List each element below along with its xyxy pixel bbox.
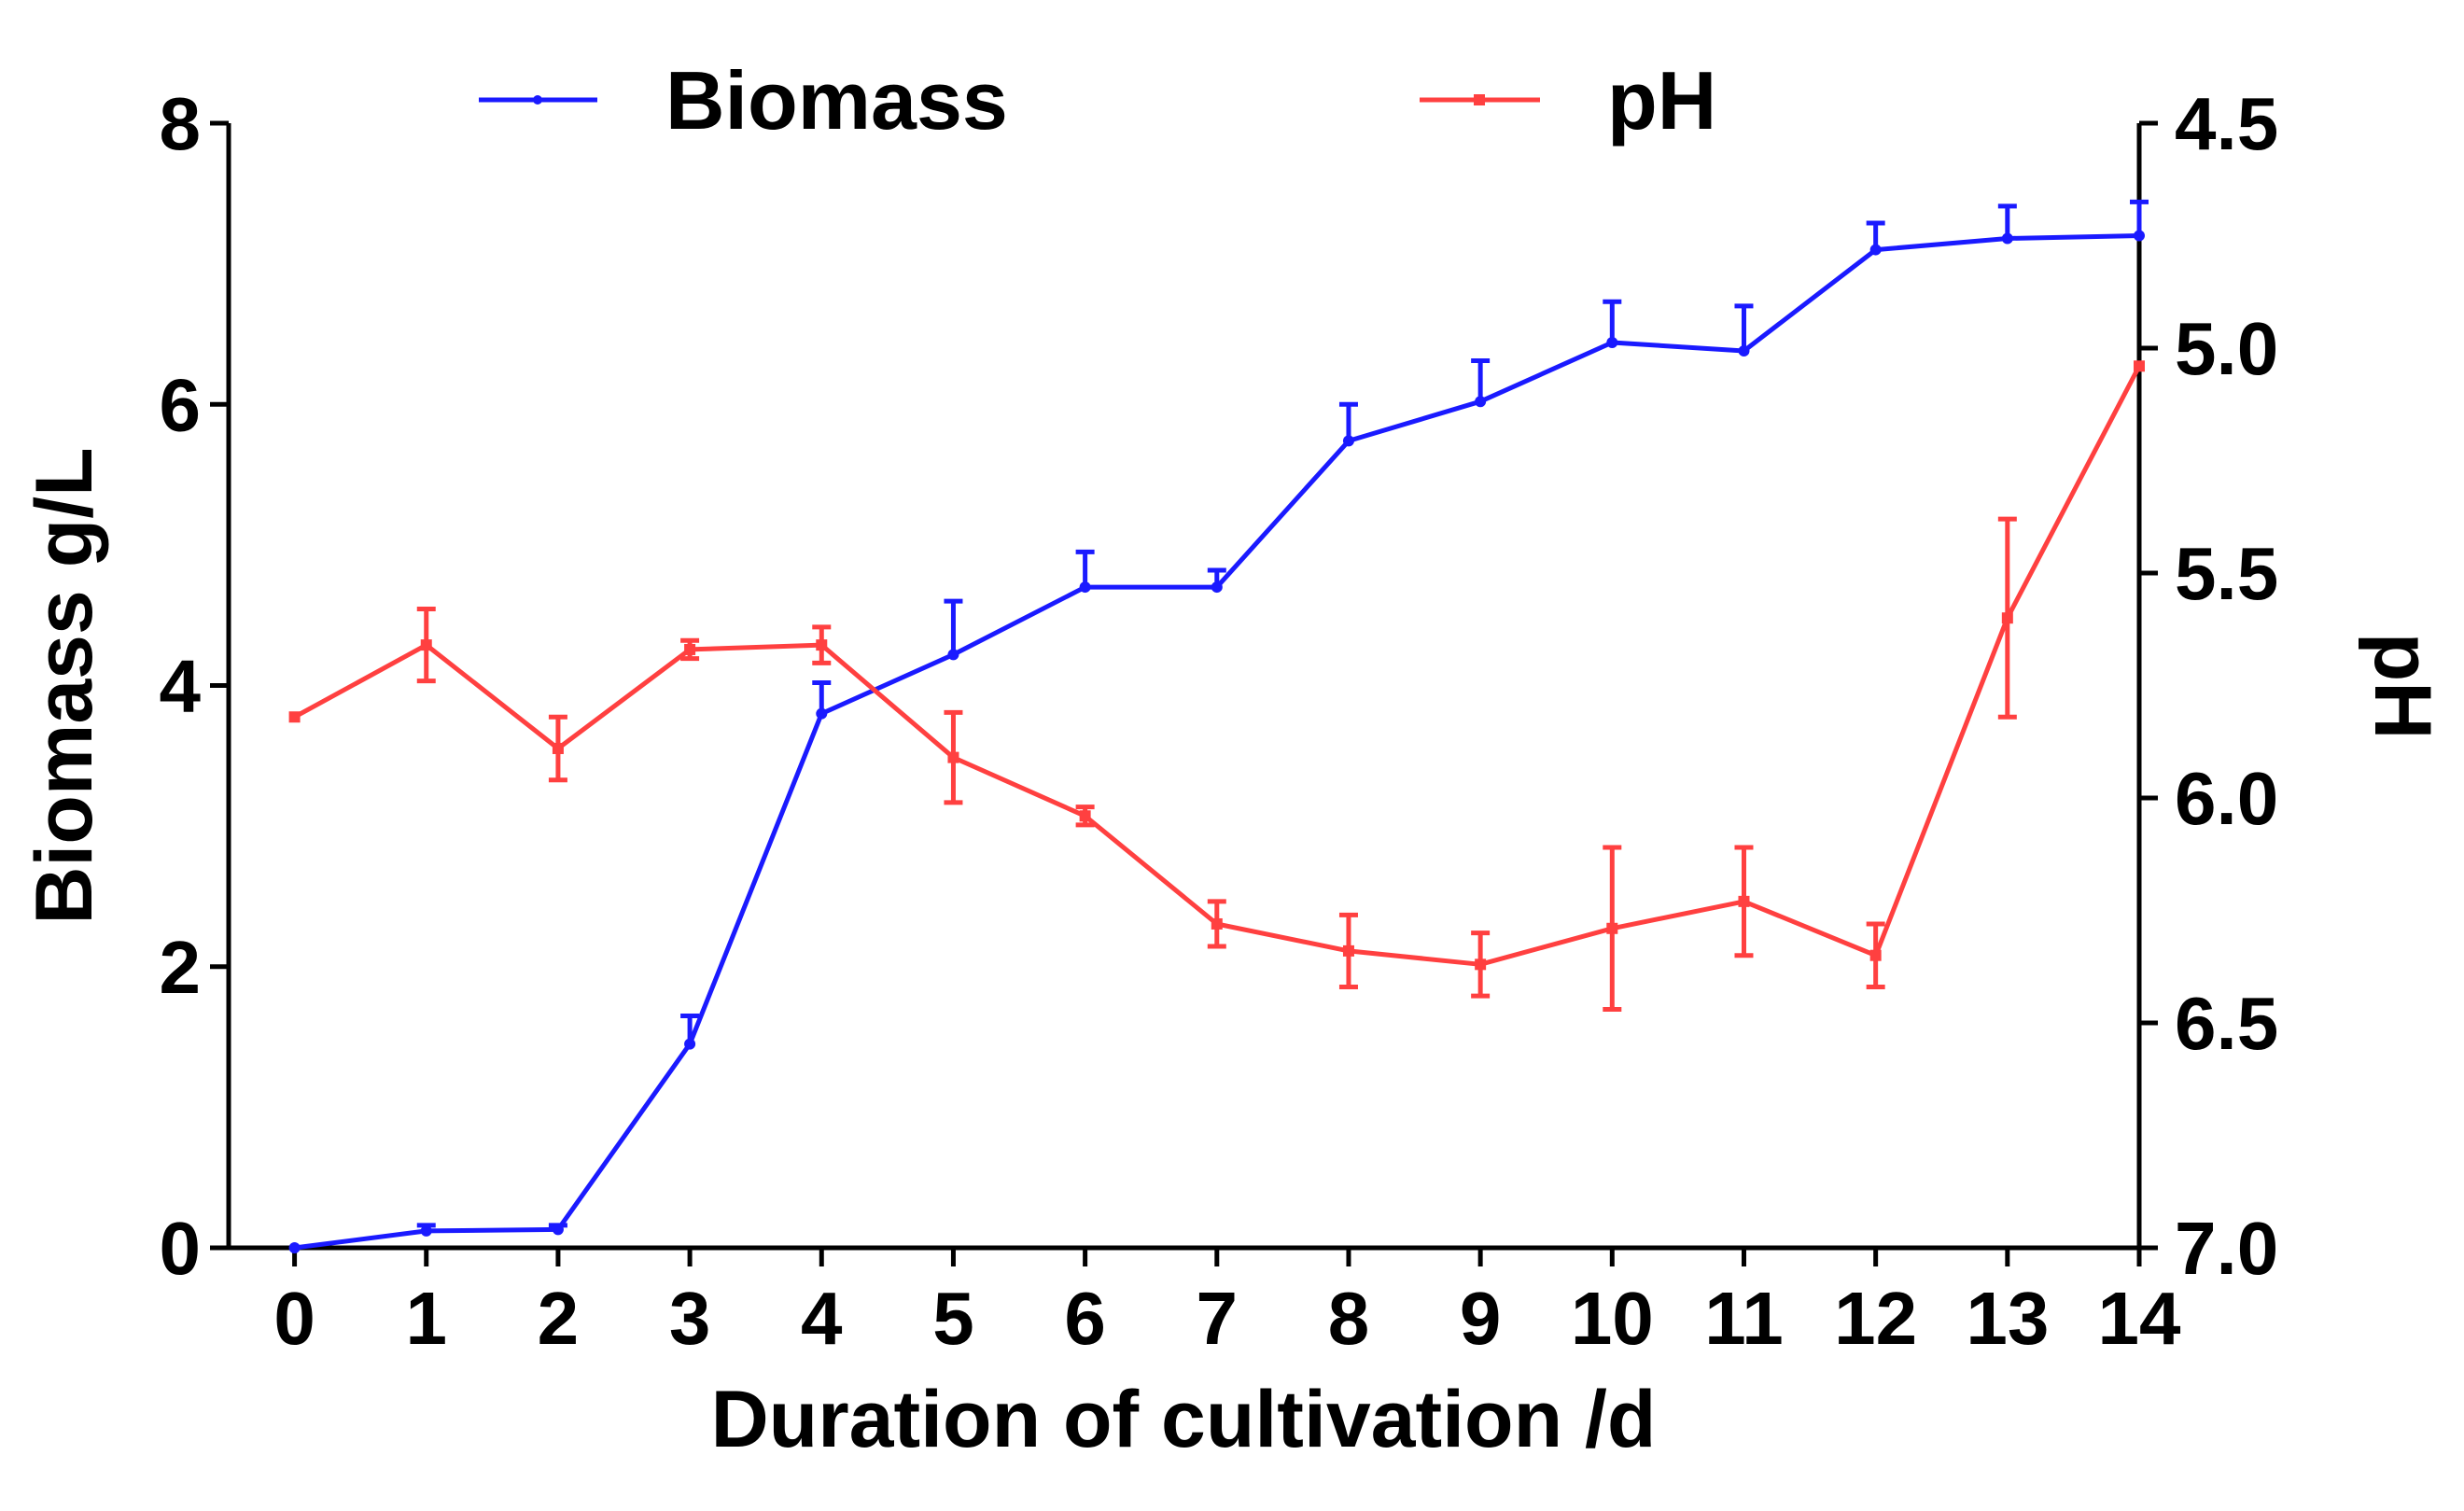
biomass-point bbox=[1606, 336, 1618, 348]
ph-point bbox=[552, 742, 564, 754]
biomass-point bbox=[2001, 232, 2013, 245]
left-y-tick-label: 8 bbox=[160, 82, 202, 165]
x-tick-label: 11 bbox=[1704, 1277, 1784, 1360]
series-biomass bbox=[288, 199, 2149, 1253]
left-y-axis-title: Biomass g/L bbox=[20, 447, 109, 924]
x-tick-label: 5 bbox=[932, 1277, 974, 1360]
left-y-tick-label: 6 bbox=[160, 363, 202, 446]
legend-biomass-label: Biomass bbox=[665, 54, 1008, 147]
legend-biomass-marker bbox=[533, 95, 542, 105]
left-y-tick-label: 2 bbox=[160, 926, 202, 1009]
right-y-tick-label: 4.5 bbox=[2175, 82, 2278, 165]
biomass-point bbox=[816, 707, 828, 720]
biomass-point bbox=[947, 649, 959, 661]
biomass-point bbox=[1342, 435, 1354, 447]
ph-point bbox=[2001, 612, 2013, 624]
x-tick-label: 0 bbox=[273, 1277, 315, 1360]
x-tick-label: 4 bbox=[801, 1277, 843, 1360]
series-biomass-line bbox=[294, 233, 2140, 1251]
ph-point bbox=[288, 711, 301, 723]
ph-point bbox=[1738, 895, 1750, 907]
series-ph-line bbox=[293, 365, 2142, 967]
x-tick-label: 9 bbox=[1460, 1277, 1502, 1360]
ph-point bbox=[1475, 958, 1487, 971]
right-y-tick-label: 5.5 bbox=[2175, 532, 2278, 615]
legend: Biomass pH bbox=[479, 54, 1716, 147]
x-tick-label: 7 bbox=[1197, 1277, 1239, 1360]
biomass-point bbox=[1475, 396, 1487, 408]
ph-point bbox=[1079, 810, 1091, 822]
left-y-tick-label: 4 bbox=[160, 645, 202, 728]
ph-point bbox=[1606, 922, 1618, 934]
biomass-point bbox=[1738, 345, 1750, 357]
axes bbox=[226, 123, 2142, 1251]
biomass-point bbox=[684, 1038, 696, 1050]
ph-point bbox=[1342, 944, 1354, 957]
ph-point bbox=[1869, 949, 1882, 961]
x-tick-label: 1 bbox=[406, 1277, 448, 1360]
ph-point bbox=[2134, 360, 2145, 372]
x-tick-label: 12 bbox=[1834, 1277, 1917, 1360]
x-tick-label: 2 bbox=[538, 1277, 580, 1360]
right-y-axis-title: pH bbox=[2358, 633, 2447, 740]
ph-point bbox=[947, 751, 959, 763]
series-ph bbox=[288, 360, 2145, 1013]
biomass-point bbox=[1869, 244, 1882, 256]
series bbox=[288, 199, 2149, 1253]
ph-point bbox=[684, 643, 696, 655]
biomass-point bbox=[420, 1224, 432, 1237]
x-tick-label: 13 bbox=[1966, 1277, 2049, 1360]
left-y-tick-label: 0 bbox=[160, 1207, 202, 1290]
right-y-tick-label: 5.0 bbox=[2175, 307, 2278, 390]
x-axis-title: Duration of cultivation /d bbox=[711, 1375, 1657, 1464]
legend-ph-label: pH bbox=[1607, 54, 1716, 147]
right-y-tick-label: 6.5 bbox=[2175, 982, 2278, 1065]
right-y-tick-label: 7.0 bbox=[2175, 1207, 2278, 1290]
x-tick-label: 10 bbox=[1571, 1277, 1654, 1360]
biomass-point bbox=[1211, 581, 1223, 594]
biomass-point bbox=[2134, 230, 2145, 242]
x-tick-label: 8 bbox=[1328, 1277, 1370, 1360]
x-tick-label: 3 bbox=[669, 1277, 711, 1360]
x-tick-label: 14 bbox=[2098, 1277, 2181, 1360]
biomass-point bbox=[288, 1242, 301, 1253]
biomass-point bbox=[552, 1224, 564, 1236]
ph-point bbox=[1211, 917, 1223, 930]
x-tick-label: 6 bbox=[1064, 1277, 1106, 1360]
legend-ph-marker bbox=[1474, 94, 1485, 105]
ph-point bbox=[420, 639, 432, 651]
biomass-point bbox=[1079, 581, 1091, 594]
ph-point bbox=[816, 639, 828, 651]
right-y-tick-label: 6.0 bbox=[2175, 757, 2278, 840]
